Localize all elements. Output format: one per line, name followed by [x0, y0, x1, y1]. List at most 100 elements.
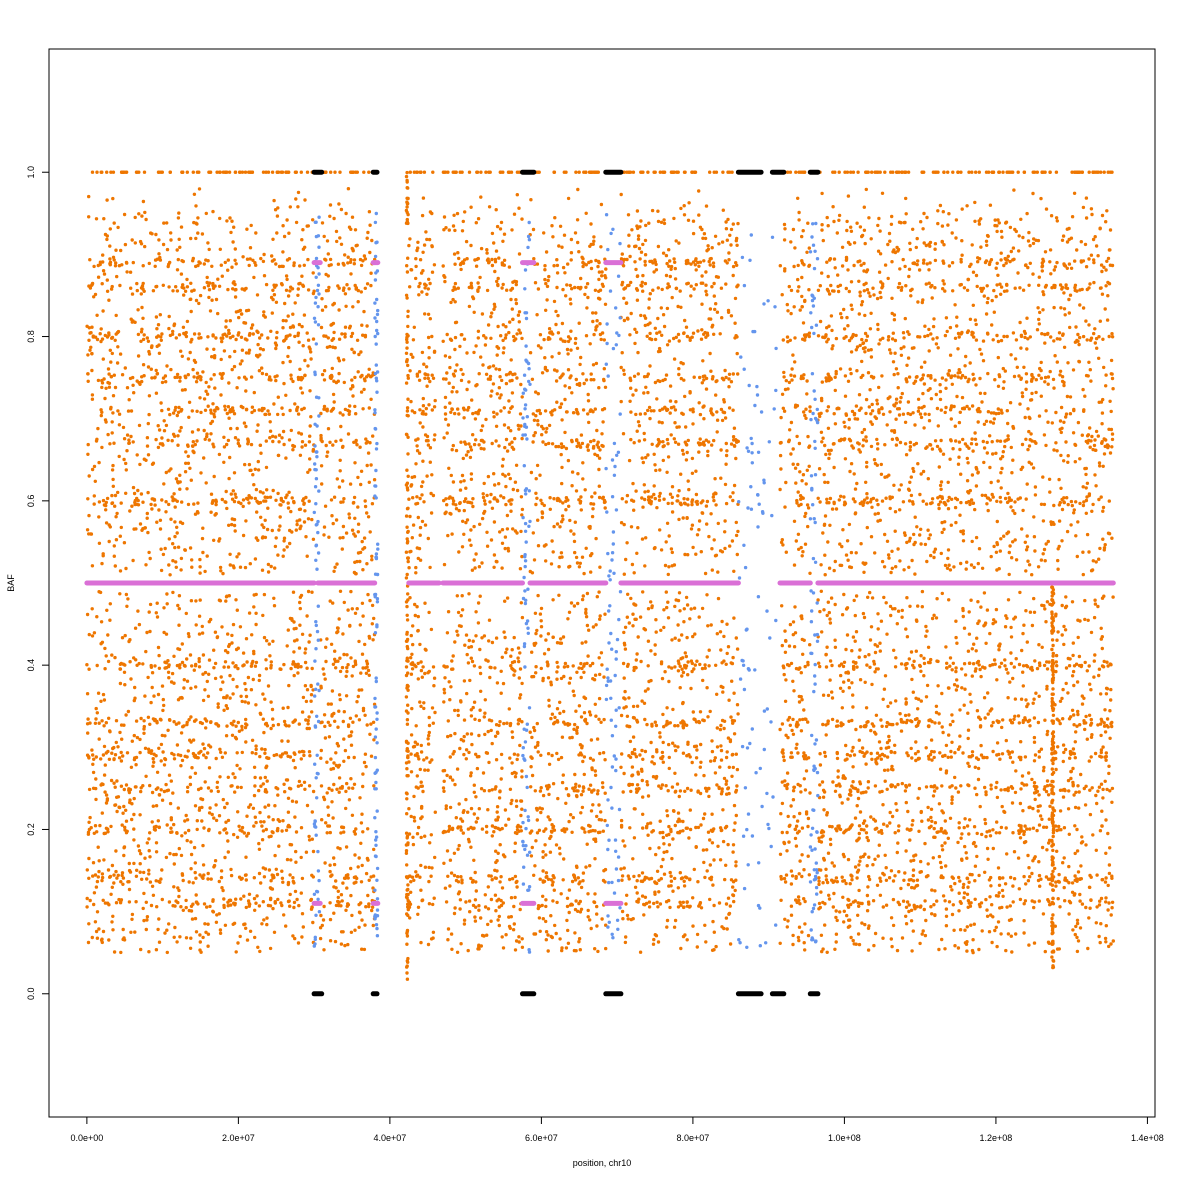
data-point: [500, 826, 504, 831]
data-point: [503, 535, 508, 539]
data-point: [216, 705, 220, 709]
data-point: [482, 440, 486, 444]
data-point: [484, 824, 489, 829]
data-point: [247, 501, 251, 505]
data-point: [269, 329, 273, 333]
data-point: [573, 285, 577, 290]
data-point: [495, 810, 499, 814]
data-point: [349, 589, 353, 594]
data-point: [224, 696, 228, 700]
data-point: [564, 787, 569, 791]
data-point: [490, 231, 495, 236]
data-point: [163, 931, 167, 935]
data-point: [556, 665, 560, 669]
data-point: [556, 331, 561, 335]
data-point: [298, 453, 303, 457]
data-point: [465, 351, 469, 355]
data-point: [550, 712, 555, 716]
data-point: [96, 275, 101, 279]
data-point: [442, 562, 447, 567]
data-point: [140, 379, 144, 384]
data-point: [478, 647, 482, 652]
data-point: [585, 623, 590, 628]
data-point: [552, 828, 557, 832]
data-point: [101, 309, 105, 313]
data-point: [499, 875, 503, 879]
data-point: [214, 920, 219, 924]
data-point: [157, 940, 162, 944]
data-point: [163, 666, 167, 670]
data-point: [490, 824, 495, 828]
data-point: [483, 711, 487, 715]
data-point: [517, 935, 521, 939]
data-point: [276, 553, 280, 557]
data-point: [592, 235, 596, 239]
data-point: [223, 751, 227, 755]
data-point: [95, 337, 100, 342]
data-point: [542, 829, 546, 833]
data-point: [297, 322, 302, 327]
data-point: [445, 849, 450, 853]
data-point: [97, 737, 101, 741]
data-point: [247, 348, 252, 352]
data-point: [266, 506, 270, 510]
data-point: [370, 558, 374, 562]
data-point: [145, 841, 149, 845]
data-point: [419, 888, 423, 892]
data-point: [485, 751, 490, 755]
data-point: [529, 470, 534, 475]
data-point: [478, 594, 482, 598]
data-point: [351, 394, 355, 398]
data-point: [353, 659, 357, 663]
data-point: [146, 421, 150, 426]
data-point: [560, 481, 564, 486]
data-point: [533, 281, 538, 285]
data-point: [189, 281, 193, 285]
data-point: [536, 423, 540, 427]
data-point: [288, 205, 292, 209]
data-point: [259, 515, 263, 519]
data-point: [292, 499, 296, 504]
data-point: [582, 786, 586, 790]
data-point: [128, 509, 132, 513]
data-point: [209, 377, 213, 381]
data-point: [423, 768, 427, 772]
data-point: [586, 654, 590, 658]
data-point: [119, 525, 124, 530]
data-point: [285, 218, 289, 222]
data-point: [209, 408, 213, 412]
data-point: [591, 311, 595, 315]
data-point: [127, 900, 132, 904]
data-point: [248, 929, 253, 933]
data-point: [593, 892, 597, 896]
data-point: [193, 442, 197, 447]
data-point: [219, 875, 224, 880]
data-point: [304, 535, 308, 539]
data-point: [580, 597, 585, 602]
data-point: [510, 761, 514, 765]
data-point: [189, 936, 193, 940]
data-point: [569, 813, 573, 817]
data-point: [100, 445, 104, 450]
data-point: [597, 484, 601, 488]
data-point: [289, 666, 293, 671]
data-point: [107, 333, 111, 337]
data-point: [104, 801, 109, 805]
data-point: [449, 512, 453, 516]
data-point: [191, 902, 195, 906]
data-point: [536, 344, 541, 348]
data-point: [553, 216, 557, 220]
data-point: [124, 260, 129, 265]
data-point: [264, 465, 269, 470]
data-point: [584, 615, 589, 619]
data-point: [501, 282, 505, 287]
data-point: [353, 832, 357, 836]
data-point: [135, 288, 139, 293]
data-point: [233, 295, 238, 299]
data-point: [148, 556, 152, 561]
data-point: [453, 347, 457, 352]
data-point: [276, 722, 281, 727]
data-point: [245, 814, 249, 818]
data-point: [421, 196, 426, 200]
data-point: [554, 322, 558, 327]
